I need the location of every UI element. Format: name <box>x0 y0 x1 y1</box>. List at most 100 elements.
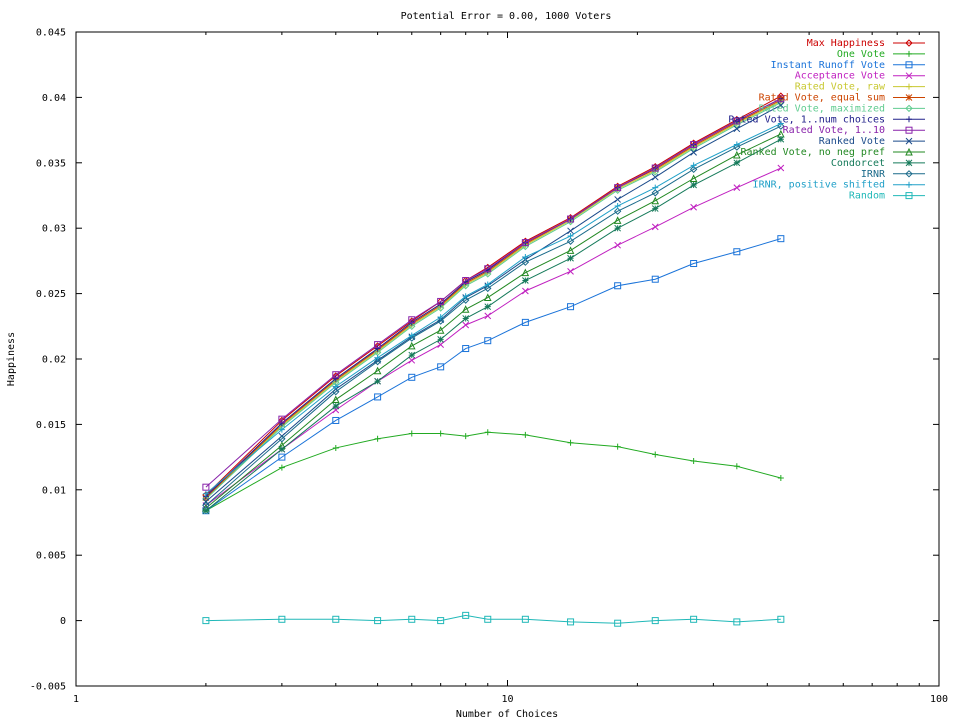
series-group <box>202 122 785 510</box>
data-point-square <box>408 316 416 324</box>
data-point-diamond <box>905 39 913 47</box>
data-point-plus <box>278 420 285 427</box>
data-point-diamond <box>733 143 741 151</box>
series-group <box>202 98 784 502</box>
data-point-plus <box>777 475 784 482</box>
data-point-x <box>733 125 741 133</box>
data-point-plus <box>374 354 381 361</box>
data-point-diamond <box>436 317 445 325</box>
y-tick-label: 0.04 <box>42 93 66 104</box>
data-point-star <box>437 336 445 343</box>
data-point-square <box>278 615 286 623</box>
data-point-square <box>733 117 741 125</box>
data-point-triangle <box>461 305 470 313</box>
data-point-plus <box>906 116 912 123</box>
data-point-square <box>332 615 340 623</box>
data-point-x <box>651 173 659 181</box>
data-point-x <box>905 137 913 145</box>
data-point-x <box>777 164 785 172</box>
data-point-diamond <box>905 170 913 178</box>
data-point-star <box>614 224 622 232</box>
data-point-plus <box>437 314 444 321</box>
y-axis-label: Happiness <box>6 332 17 386</box>
legend-label: Ranked Vote <box>819 136 885 147</box>
y-axis: -0.005 0 0.005 0.01 0.015 0.02 0.025 0.03 0.035 0… <box>30 28 939 693</box>
data-point-x <box>522 287 529 295</box>
series-group <box>202 135 785 515</box>
data-point-plus <box>567 233 574 240</box>
data-point-diamond <box>651 189 659 197</box>
data-point-plus <box>614 443 621 450</box>
data-point-plus <box>614 202 621 209</box>
data-point-plus <box>733 463 740 470</box>
data-point-diamond <box>777 122 785 130</box>
series-line <box>205 167 782 506</box>
data-point-square <box>651 275 659 283</box>
data-point-plus <box>906 50 912 57</box>
data-point-square <box>777 95 785 103</box>
x-tick-label: 1 <box>73 694 79 705</box>
data-point-plus <box>690 458 697 465</box>
data-point-x <box>690 203 697 211</box>
data-point-square <box>614 619 622 627</box>
series-group <box>202 164 785 509</box>
data-point-triangle <box>483 293 492 302</box>
legend-label: Rated Vote, equal sum <box>759 93 885 104</box>
data-point-triangle <box>689 174 698 182</box>
data-point-x <box>905 72 913 80</box>
data-point-plus <box>522 431 529 438</box>
data-point-square <box>521 318 529 326</box>
data-point-plus <box>374 435 381 442</box>
data-point-x <box>484 312 492 320</box>
data-point-plus <box>408 430 415 437</box>
data-point-diamond <box>461 282 470 290</box>
data-point-square <box>905 61 913 69</box>
data-point-plus <box>278 426 285 433</box>
data-point-plus <box>437 430 444 437</box>
data-point-star <box>462 315 470 322</box>
series-line <box>205 95 782 496</box>
x-tick-label: 100 <box>930 694 948 705</box>
series-group <box>202 101 785 505</box>
data-point-square <box>437 297 445 305</box>
y-tick-label: 0 <box>60 616 66 627</box>
data-point-plus <box>652 451 659 458</box>
data-point-diamond <box>461 296 470 304</box>
data-point-diamond <box>332 387 340 396</box>
legend-label: Acceptance Vote <box>795 71 885 82</box>
y-tick-label: 0.035 <box>36 158 66 169</box>
data-point-square <box>651 617 659 625</box>
data-point-star <box>332 402 340 410</box>
data-point-square <box>567 215 575 223</box>
data-point-square <box>462 611 470 619</box>
series-line <box>205 99 782 499</box>
data-point-plus <box>484 281 491 288</box>
y-tick-label: 0.025 <box>36 289 66 300</box>
data-point-square <box>374 393 382 401</box>
data-point-x <box>777 101 785 109</box>
series-line <box>205 238 781 512</box>
data-point-star <box>651 205 659 212</box>
data-point-diamond <box>613 207 622 215</box>
data-point-star <box>278 445 286 453</box>
data-point-plus <box>484 429 491 436</box>
y-tick-label: 0.02 <box>42 355 66 366</box>
data-point-square <box>905 192 913 200</box>
data-point-diamond <box>408 322 416 331</box>
data-point-triangle <box>407 341 416 350</box>
legend-label: Rated Vote, raw <box>795 82 886 93</box>
legend-label: Rated Vote, 1..num choices <box>728 114 885 125</box>
data-point-diamond <box>689 165 698 174</box>
data-point-plus <box>652 184 659 191</box>
series-line <box>205 614 781 624</box>
data-point-x <box>567 227 574 235</box>
data-point-square <box>567 303 575 311</box>
data-point-plus <box>278 464 285 471</box>
series-group <box>202 95 785 491</box>
legend-label: IRNR, positive shifted <box>753 180 885 191</box>
data-point-plus <box>906 181 912 188</box>
data-point-star <box>905 159 913 167</box>
data-point-x <box>437 341 445 348</box>
series-line <box>205 98 782 488</box>
